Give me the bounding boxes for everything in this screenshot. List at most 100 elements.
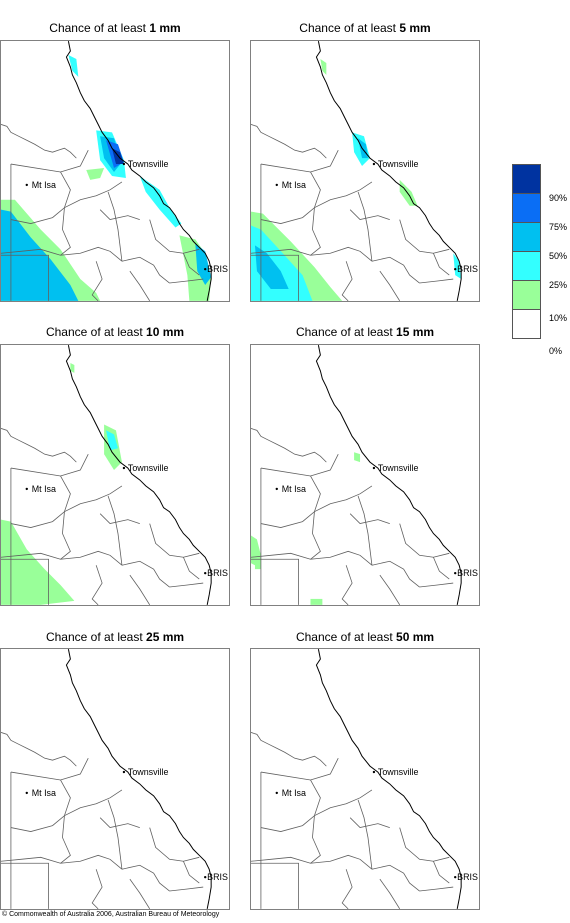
district-border xyxy=(419,278,454,284)
coastline xyxy=(65,649,212,909)
district-border xyxy=(129,878,151,909)
rain-probability-map: Townsville Mt Isa BRIS xyxy=(250,344,480,606)
district-border xyxy=(310,815,321,864)
town-label-brisbane: BRIS xyxy=(207,568,228,578)
district-border xyxy=(10,181,123,224)
rain-probability-map: Townsville Mt Isa BRIS xyxy=(250,648,480,910)
district-border xyxy=(60,511,71,560)
district-border xyxy=(60,475,71,512)
gulf-coastline xyxy=(251,428,327,463)
district-border xyxy=(99,513,140,525)
town-label-townsville: Townsville xyxy=(378,767,419,777)
town-marker xyxy=(204,875,207,879)
district-border xyxy=(183,557,200,580)
district-border xyxy=(371,256,420,284)
border-inset xyxy=(251,558,299,605)
town-marker xyxy=(372,162,376,166)
district-border xyxy=(99,817,140,829)
district-border xyxy=(60,815,71,864)
gulf-coastline xyxy=(1,732,77,767)
district-border xyxy=(349,513,390,525)
district-border xyxy=(91,869,103,909)
district-border xyxy=(107,191,123,262)
district-border xyxy=(260,485,373,528)
district-border xyxy=(91,565,103,605)
district-border xyxy=(60,779,71,816)
district-border xyxy=(169,886,204,892)
probability-region xyxy=(86,168,105,180)
town-label-mt-isa: Mt Isa xyxy=(32,484,56,494)
district-border xyxy=(260,150,339,173)
town-marker xyxy=(372,466,376,470)
map-canvas: Townsville Mt Isa BRIS xyxy=(251,649,478,909)
district-border xyxy=(349,209,390,221)
legend-swatch xyxy=(512,280,541,310)
panel-title: Chance of at least 1 mm xyxy=(49,21,181,35)
probability-region xyxy=(310,598,323,605)
district-border xyxy=(371,560,420,588)
town-label-townsville: Townsville xyxy=(128,159,169,169)
town-label-mt-isa: Mt Isa xyxy=(282,484,306,494)
coastline xyxy=(315,649,462,909)
district-border xyxy=(107,799,123,870)
district-border xyxy=(149,523,200,558)
town-marker xyxy=(122,770,126,774)
district-border xyxy=(149,827,200,862)
map-canvas: Townsville Mt Isa BRIS xyxy=(251,41,478,301)
town-marker xyxy=(275,487,278,491)
town-marker xyxy=(372,770,376,774)
probability-region xyxy=(254,245,289,289)
town-label-mt-isa: Mt Isa xyxy=(32,180,56,190)
probability-region xyxy=(453,253,462,280)
coastline xyxy=(65,345,212,605)
panel-title: Chance of at least 5 mm xyxy=(299,21,431,35)
district-border xyxy=(260,454,339,477)
district-border xyxy=(399,219,450,254)
district-border xyxy=(251,246,373,262)
legend-label: 25% xyxy=(549,280,568,290)
district-border xyxy=(10,150,89,173)
district-border xyxy=(129,574,151,605)
district-border xyxy=(379,878,401,909)
legend-label: 50% xyxy=(549,251,568,261)
border-inset xyxy=(251,254,299,301)
town-label-townsville: Townsville xyxy=(128,767,169,777)
district-border xyxy=(91,261,103,301)
town-label-mt-isa: Mt Isa xyxy=(282,180,306,190)
district-border xyxy=(310,475,321,512)
town-marker xyxy=(275,183,278,187)
district-border xyxy=(129,270,151,301)
district-border xyxy=(10,485,123,528)
legend-swatch xyxy=(512,193,541,223)
probability-region xyxy=(68,55,79,77)
district-border xyxy=(357,191,373,262)
map-canvas: Townsville Mt Isa BRIS xyxy=(251,345,478,605)
district-border xyxy=(419,582,454,588)
district-border xyxy=(183,861,200,884)
probability-region xyxy=(254,555,261,570)
legend-label: 10% xyxy=(549,313,568,323)
district-border xyxy=(310,511,321,560)
district-border xyxy=(251,854,373,870)
district-border xyxy=(169,582,204,588)
legend-swatch xyxy=(512,164,541,194)
town-label-brisbane: BRIS xyxy=(457,264,478,274)
district-border xyxy=(60,207,71,256)
map-canvas: Townsville Mt Isa BRIS xyxy=(1,649,228,909)
town-marker xyxy=(25,791,28,795)
district-border xyxy=(399,827,450,862)
rain-probability-map: Townsville Mt Isa BRIS xyxy=(0,344,230,606)
district-border xyxy=(260,789,373,832)
district-border xyxy=(169,278,204,284)
town-marker xyxy=(25,183,28,187)
district-border xyxy=(60,171,71,208)
town-label-brisbane: BRIS xyxy=(207,872,228,882)
probability-region xyxy=(354,452,361,463)
district-border xyxy=(371,864,420,892)
district-border xyxy=(10,454,89,477)
coastline xyxy=(315,345,462,605)
district-border xyxy=(419,886,454,892)
district-border xyxy=(341,261,353,301)
town-label-mt-isa: Mt Isa xyxy=(32,788,56,798)
district-border xyxy=(399,523,450,558)
